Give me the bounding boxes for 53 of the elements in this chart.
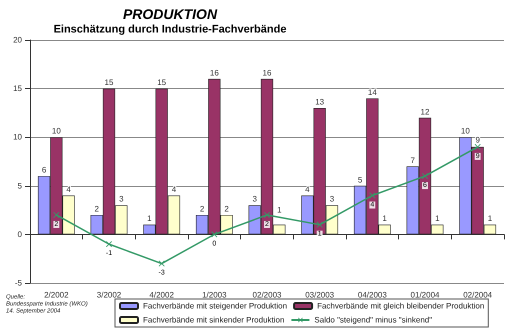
point: [474, 144, 481, 150]
legend-label: Fachverbände mit steigender Produktion: [143, 302, 288, 310]
chart-title: PRODUKTION: [122, 6, 218, 22]
data-label: 1: [277, 206, 282, 215]
data-label: 2: [200, 204, 205, 214]
data-label: 12: [420, 107, 430, 116]
data-label: 15: [104, 78, 114, 88]
x-tick-label: 3/2002: [96, 290, 122, 300]
data-label: 16: [210, 68, 220, 78]
y-tick-label: 15: [13, 84, 23, 94]
data-label: 1: [488, 214, 493, 224]
data-label: 5: [358, 175, 363, 184]
point: [264, 212, 270, 218]
data-label: 14: [368, 88, 378, 97]
x-tick-label: 4/2002: [149, 290, 174, 300]
data-label: 2: [224, 204, 230, 214]
data-label: 16: [262, 68, 272, 78]
data-label: 2: [94, 204, 100, 214]
data-label: 15: [157, 78, 167, 88]
legend-label: Fachverbände mit sinkender Produktion: [143, 316, 284, 324]
data-label: 3: [330, 194, 335, 204]
data-label: 7: [410, 156, 416, 165]
x-tick-label: 01/2004: [410, 290, 440, 300]
data-label: 3: [119, 194, 124, 204]
data-label: 4: [172, 185, 177, 194]
x-tick-label: 2/2002: [44, 290, 70, 300]
data-label: 6: [42, 166, 47, 175]
data-label: 1: [435, 214, 440, 224]
data-label: 3: [252, 194, 258, 204]
x-tick-label: 02/2003: [252, 290, 282, 300]
x-tick-label: 02/2004: [463, 290, 493, 300]
x-tick-label: 03/2003: [305, 290, 335, 300]
data-label: 4: [66, 185, 72, 194]
data-label: 9: [475, 135, 480, 144]
point: [211, 231, 218, 238]
y-tick-label: -5: [14, 278, 23, 288]
chart-subtitle: Einschätzung durch Industrie-Fachverbände: [54, 24, 286, 36]
legend-label: Fachverbände mit gleich bleibender Produktion: [317, 302, 484, 310]
data-label: 4: [305, 185, 310, 194]
data-label: 10: [460, 126, 470, 136]
y-tick-label: 0: [18, 230, 23, 239]
y-tick-label: 5: [18, 181, 23, 190]
data-label: 13: [315, 98, 325, 107]
y-tick-label: 20: [13, 36, 23, 44]
point: [422, 173, 428, 180]
legend-label: Saldo "steigend" minus "sinkend": [314, 316, 432, 324]
x-tick-label: 04/2003: [358, 290, 388, 300]
x-tick-label: 1/2003: [202, 290, 228, 300]
y-tick-label: 10: [13, 132, 23, 142]
data-label: 1: [147, 214, 152, 224]
point: [316, 222, 323, 228]
data-label: 1: [382, 214, 388, 224]
data-label: 10: [52, 126, 62, 136]
